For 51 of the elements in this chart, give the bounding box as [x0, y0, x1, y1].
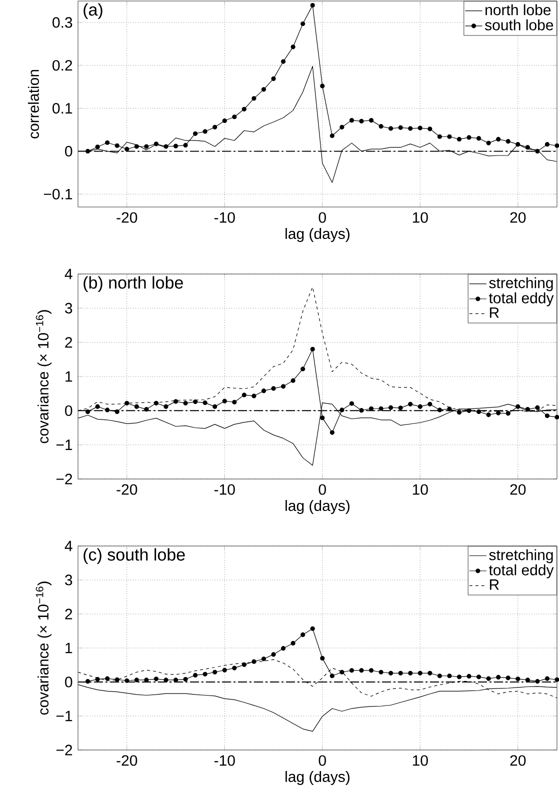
- x-tick-label: 0: [318, 484, 326, 495]
- x-axis-title: lag (days): [286, 228, 350, 242]
- x-tick-label: -10: [214, 755, 235, 766]
- y-tick-label: −2: [56, 474, 72, 484]
- x-tick-label: 10: [412, 212, 428, 223]
- y-axis-title: correlation: [28, 70, 39, 138]
- legend-label: R: [490, 307, 499, 318]
- y-tick-label: 2: [65, 608, 72, 620]
- legend-label: stretching: [489, 277, 553, 292]
- x-tick-label: 20: [510, 755, 526, 766]
- annotation: (c) south lobe: [84, 548, 185, 564]
- legend-label: total eddy: [488, 292, 554, 306]
- x-tick-label: -10: [214, 212, 235, 223]
- y-tick-label: −1: [56, 440, 72, 450]
- y-tick-label: 0: [65, 146, 72, 157]
- y-tick-label: −2: [56, 744, 72, 756]
- y-axis-title: covariance (× 10$^{−16}$): [36, 310, 52, 444]
- y-tick-label: 1: [66, 371, 72, 382]
- y-tick-label: 0.1: [52, 102, 72, 114]
- x-axis-title: lag (days): [286, 771, 350, 785]
- x-tick-label: 20: [510, 212, 526, 223]
- y-tick-label: 0.3: [52, 17, 72, 28]
- y-tick-label: 3: [65, 302, 72, 314]
- x-tick-label: -20: [116, 755, 138, 766]
- y-tick-label: 0: [65, 676, 72, 688]
- x-tick-label: 20: [510, 484, 526, 495]
- legend-label: stretching: [489, 549, 553, 564]
- x-tick-label: -20: [116, 484, 138, 495]
- x-tick-label: -10: [214, 484, 235, 495]
- y-tick-label: 0: [65, 405, 72, 416]
- x-tick-label: 0: [318, 755, 326, 766]
- x-tick-label: 10: [412, 484, 428, 495]
- y-axis-title: covariance (× 10$^{−16}$): [36, 582, 52, 715]
- y-tick-label: 0.2: [52, 60, 72, 71]
- legend-label: total eddy: [488, 564, 554, 578]
- legend-label: south lobe: [484, 19, 554, 30]
- y-tick-label: 4: [64, 540, 72, 552]
- y-tick-label: 4: [64, 268, 72, 280]
- y-tick-label: −1: [56, 710, 72, 722]
- legend-label: north lobe: [486, 4, 551, 16]
- annotation: (a): [84, 3, 102, 20]
- y-tick-label: 1: [66, 642, 72, 654]
- x-tick-label: -20: [116, 212, 138, 223]
- x-tick-label: 10: [412, 755, 428, 766]
- y-tick-label: −0.1: [44, 188, 72, 200]
- x-tick-label: 0: [318, 212, 326, 223]
- y-tick-label: 2: [65, 337, 72, 348]
- annotation: (b) north lobe: [84, 276, 183, 292]
- legend-label: R: [490, 579, 499, 590]
- x-axis-title: lag (days): [286, 500, 350, 514]
- y-tick-label: 3: [65, 574, 72, 586]
